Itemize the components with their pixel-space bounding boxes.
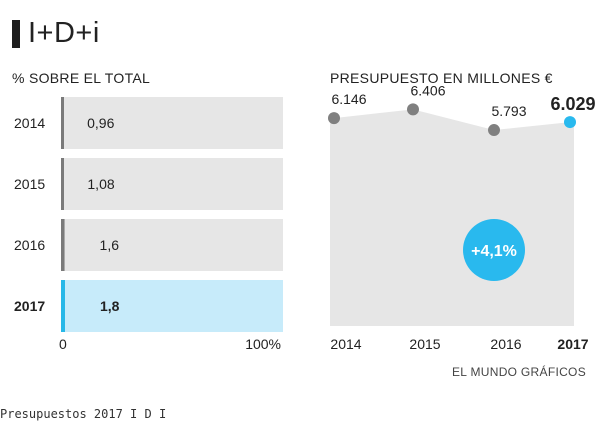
- x-tick-label: 100%: [245, 336, 281, 352]
- x-tick-label: 0: [59, 336, 67, 352]
- data-point: [328, 112, 340, 125]
- bar-track: [61, 97, 283, 149]
- value-label: 1,6: [100, 237, 120, 253]
- bar-track: [61, 219, 283, 271]
- category-label: 2017: [14, 298, 45, 314]
- value-label: 5.793: [491, 103, 526, 119]
- bar: [61, 219, 65, 271]
- value-label: 1,8: [100, 298, 120, 314]
- x-tick-label: 2016: [490, 336, 521, 352]
- right-chart-subtitle: PRESUPUESTO EN MILLONES €: [330, 70, 553, 86]
- page-title: I+D+i: [28, 17, 100, 49]
- category-label: 2015: [14, 176, 45, 192]
- x-tick-label: 2017: [557, 336, 588, 352]
- data-point: [488, 124, 500, 137]
- left-chart-subtitle: % SOBRE EL TOTAL: [12, 70, 151, 86]
- bar-track: [61, 280, 283, 332]
- bar: [61, 158, 64, 210]
- change-annotation: +4,1%: [471, 243, 517, 260]
- x-tick-label: 2014: [330, 336, 361, 352]
- x-tick-label: 2015: [409, 336, 440, 352]
- title-marker: [12, 20, 20, 48]
- value-label: 6.029: [550, 94, 595, 114]
- change-bubble: [463, 219, 525, 281]
- bar: [61, 280, 65, 332]
- value-label: 6.406: [410, 82, 445, 98]
- value-label: 1,08: [87, 176, 114, 192]
- credit-text: EL MUNDO GRÁFICOS: [452, 365, 587, 379]
- data-point: [564, 116, 576, 129]
- category-label: 2014: [14, 115, 45, 131]
- image-caption: Presupuestos 2017 I D I: [0, 407, 167, 421]
- category-label: 2016: [14, 237, 45, 253]
- data-point: [407, 103, 419, 116]
- bar-track: [61, 158, 283, 210]
- value-label: 0,96: [87, 115, 114, 131]
- bar: [61, 97, 64, 149]
- value-label: 6.146: [331, 91, 366, 107]
- area-fill: [330, 109, 574, 326]
